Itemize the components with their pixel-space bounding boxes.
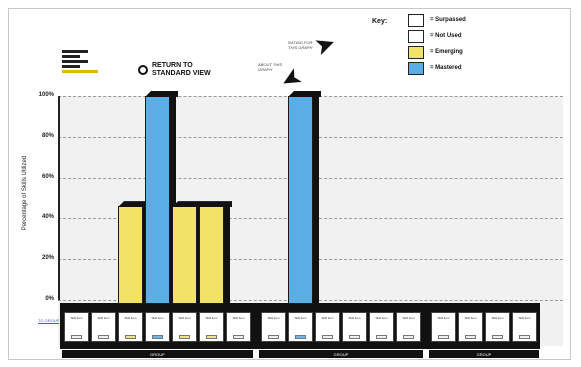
skill-cell-label: Skill item — [402, 316, 415, 320]
bar-emerging[interactable] — [199, 201, 232, 305]
skill-cell-label: Skill item — [491, 316, 504, 320]
y-tick-label: 0% — [45, 296, 54, 302]
skill-cell[interactable]: Skill item — [261, 312, 286, 342]
key-legend: = Surpassed = Not Used = Emerging = Mastere… — [408, 12, 488, 76]
skill-cell[interactable]: Skill item — [226, 312, 251, 342]
y-tick-label: 100% — [38, 92, 54, 98]
skill-cell[interactable]: Skill item — [145, 312, 170, 342]
key-item: = Surpassed — [408, 12, 488, 28]
bar-cap — [172, 201, 205, 208]
skill-status-chip — [98, 335, 109, 339]
y-axis — [58, 96, 60, 300]
skill-status-chip — [403, 335, 414, 339]
logo-icon — [62, 50, 98, 78]
skill-cell-label: Skill item — [518, 316, 531, 320]
bar-cap — [118, 201, 151, 208]
skill-cell-label: Skill item — [124, 316, 137, 320]
bar-emerging[interactable] — [172, 201, 205, 305]
skill-status-chip — [376, 335, 387, 339]
skill-cell[interactable]: Skill item — [458, 312, 483, 342]
skill-cell[interactable]: Skill item — [485, 312, 510, 342]
skill-cell-label: Skill item — [464, 316, 477, 320]
skill-cell-label: Skill item — [151, 316, 164, 320]
skill-cell-label: Skill item — [232, 316, 245, 320]
key-item: = Mastered — [408, 60, 488, 76]
bar-cap — [145, 91, 178, 97]
skill-cell[interactable]: Skill item — [315, 312, 340, 342]
bar-emerging[interactable] — [118, 201, 151, 305]
y-tick-label: 20% — [41, 255, 54, 262]
skill-cell[interactable]: Skill item — [342, 312, 367, 342]
bar-side — [170, 91, 176, 305]
key-label: = Surpassed — [430, 17, 466, 23]
y-tick-label: 60% — [41, 173, 54, 180]
skill-status-chip — [206, 335, 217, 339]
skill-cell-label: Skill item — [205, 316, 218, 320]
skill-cell[interactable]: Skill item — [172, 312, 197, 342]
skill-cell-label: Skill item — [70, 316, 83, 320]
bar-side — [224, 201, 230, 305]
key-swatch — [408, 45, 424, 59]
return-icon — [138, 65, 148, 75]
skill-cell[interactable]: Skill item — [369, 312, 394, 342]
y-tick-label: 80% — [41, 132, 54, 139]
skill-status-chip — [349, 335, 360, 339]
key-label: = Not Used — [430, 33, 462, 39]
y-axis-title: Percentage of Skills Utilized — [22, 155, 28, 231]
skill-status-chip — [268, 335, 279, 339]
group-label: GROUP — [476, 352, 492, 357]
group-label: GROUP — [150, 352, 165, 357]
skill-cell-label: Skill item — [375, 316, 388, 320]
skill-cell[interactable]: Skill item — [64, 312, 89, 342]
skill-status-chip — [295, 335, 306, 339]
skill-cell[interactable]: Skill item — [199, 312, 224, 342]
annotation-top: RATING FOR THIS GRAPH — [288, 40, 313, 50]
key-swatch — [408, 61, 424, 75]
skill-status-chip — [322, 335, 333, 339]
key-swatch — [408, 13, 424, 27]
skill-status-chip — [465, 335, 476, 339]
skill-cell[interactable]: Skill item — [396, 312, 421, 342]
group-label: GROUP — [333, 352, 349, 357]
bar-mastered[interactable] — [145, 91, 178, 305]
return-button-label: RETURN TO STANDARD VIEW — [152, 62, 211, 77]
bar-mastered[interactable] — [288, 91, 321, 305]
skill-cell-label: Skill item — [348, 316, 361, 320]
bar-side — [313, 91, 319, 305]
skill-cell-label: Skill item — [97, 316, 110, 320]
skill-status-chip — [492, 335, 503, 339]
annotation-mid: ABOUT THIS GRAPH — [258, 62, 283, 72]
skill-cell[interactable]: Skill item — [512, 312, 537, 342]
skill-cell[interactable]: Skill item — [118, 312, 143, 342]
skill-status-chip — [438, 335, 449, 339]
key-swatch — [408, 29, 424, 43]
skill-status-chip — [71, 335, 82, 339]
skill-status-chip — [519, 335, 530, 339]
bar-cap — [199, 201, 232, 208]
group-strip — [429, 350, 539, 358]
skill-cell[interactable]: Skill item — [288, 312, 313, 342]
key-label: = Emerging — [430, 49, 463, 55]
to-group-link[interactable]: TO GROUP — [38, 318, 60, 323]
skill-cell[interactable]: Skill item — [91, 312, 116, 342]
group-strip — [259, 350, 423, 358]
skill-status-chip — [152, 335, 163, 339]
skill-cell-label: Skill item — [294, 316, 307, 320]
return-to-standard-view-button[interactable]: RETURN TO STANDARD VIEW — [138, 62, 222, 78]
skill-status-chip — [125, 335, 136, 339]
key-item: = Emerging — [408, 44, 488, 60]
skill-status-chip — [233, 335, 244, 339]
group-strip — [62, 350, 253, 358]
skill-cell-label: Skill item — [178, 316, 191, 320]
skill-cell-label: Skill item — [267, 316, 280, 320]
y-tick-label: 40% — [41, 214, 54, 221]
key-title: Key: — [372, 18, 388, 25]
skill-cell-label: Skill item — [321, 316, 334, 320]
key-item: = Not Used — [408, 28, 488, 44]
skill-cell-label: Skill item — [437, 316, 450, 320]
skill-status-chip — [179, 335, 190, 339]
skill-cell[interactable]: Skill item — [431, 312, 456, 342]
bar-cap — [288, 91, 321, 97]
key-label: = Mastered — [430, 65, 462, 71]
